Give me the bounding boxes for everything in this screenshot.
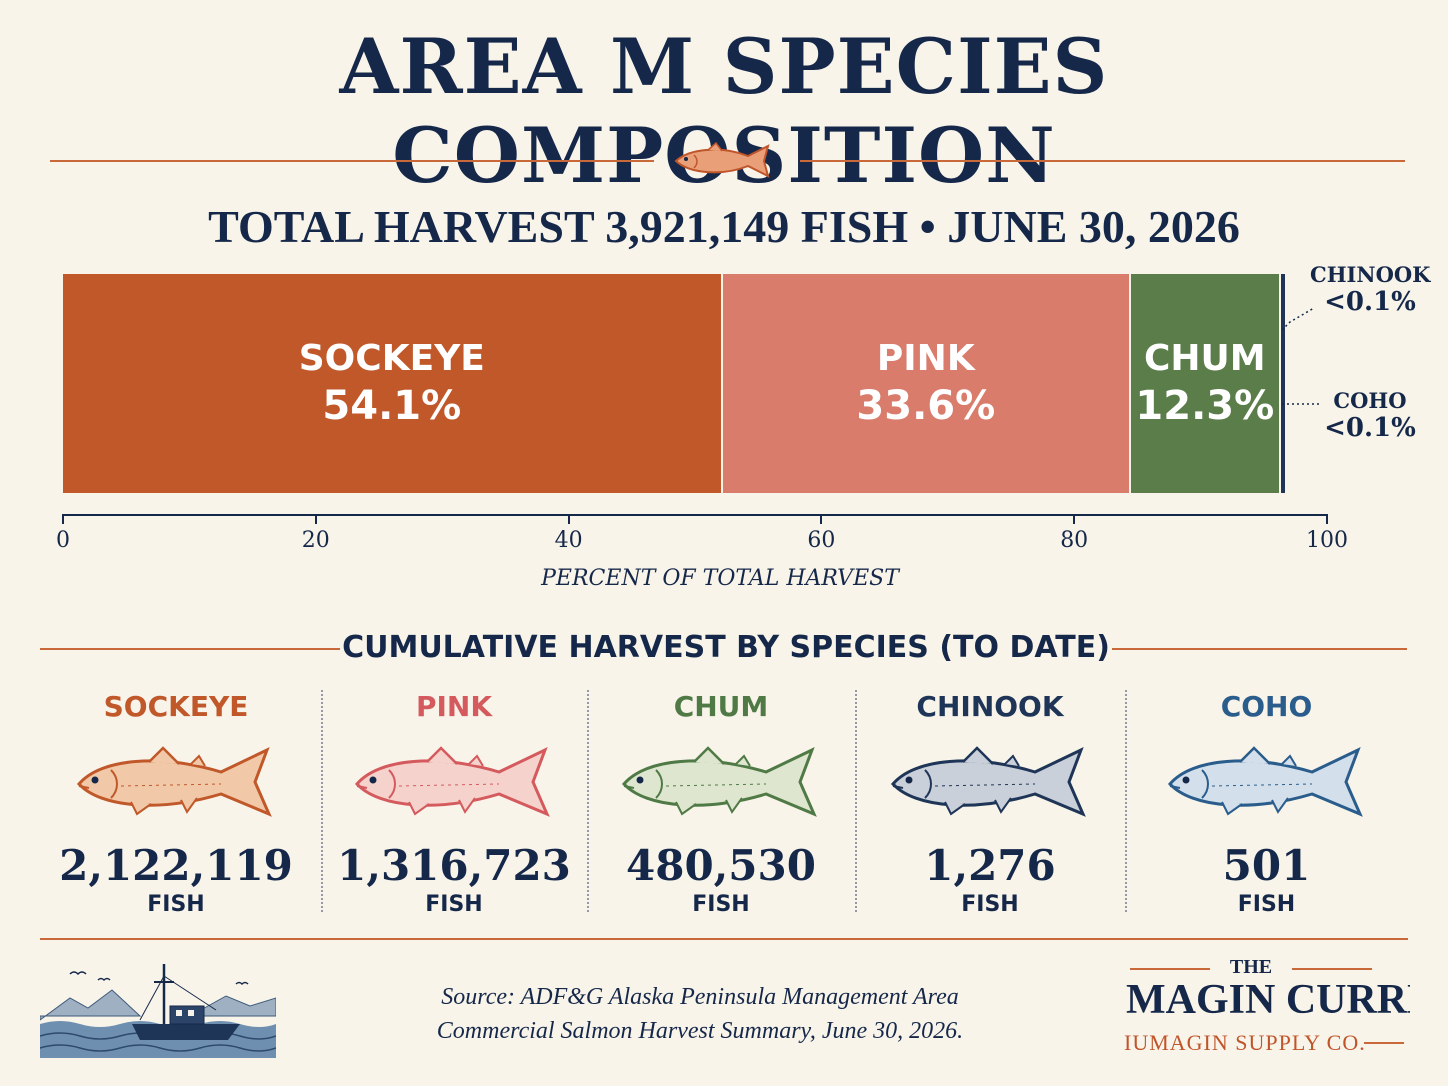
- species-count: 1,316,723: [337, 841, 571, 890]
- chart-title: TOTAL HARVEST 3,921,149 FISH • JUNE 30, …: [208, 201, 1240, 252]
- brand-the: THE: [1229, 956, 1273, 978]
- x-tick-mark: [1326, 514, 1328, 524]
- card-divider: [1125, 690, 1127, 912]
- brand-rule-left: [1130, 968, 1210, 970]
- segment-label-chum: CHUM: [1143, 337, 1266, 379]
- species-count: 2,122,119: [59, 841, 293, 890]
- species-card-sockeye: SOCKEYE 2,122,119 FISH: [42, 690, 310, 917]
- brand-subtitle: IUMAGIN SUPPLY CO.: [1124, 1030, 1366, 1055]
- callout-leaders: [1281, 307, 1322, 405]
- segment-value-chum: 12.3%: [1135, 382, 1275, 429]
- segment-label-sockeye: SOCKEYE: [298, 337, 485, 379]
- bar-segment-sockeye: SOCKEYE 54.1%: [63, 274, 721, 493]
- species-card-coho: COHO 501 FISH: [1125, 690, 1408, 917]
- footer-divider: [40, 938, 1408, 940]
- x-axis: 0 20 40 60 80 100: [56, 514, 1348, 574]
- chum-fish-icon: [587, 727, 855, 837]
- species-unit: FISH: [1237, 892, 1296, 917]
- segment-value-sockeye: 54.1%: [322, 382, 462, 429]
- species-name: SOCKEYE: [103, 690, 249, 723]
- section-divider-right: [1112, 648, 1407, 650]
- fishing-boat-illustration: [40, 958, 276, 1058]
- brand-logo: THE MAGIN CURRENT IUMAGIN SUPPLY CO.: [1120, 950, 1410, 1060]
- title-divider-left: [50, 160, 654, 162]
- segment-value-pink: 33.6%: [856, 382, 996, 429]
- pink-fish-icon: [321, 727, 587, 837]
- source-note: Source: ADF&G Alaska Peninsula Managemen…: [330, 980, 1070, 1048]
- species-unit: FISH: [961, 892, 1019, 917]
- card-divider: [587, 690, 589, 912]
- x-tick-mark: [567, 514, 570, 524]
- x-axis-line: [63, 514, 1327, 516]
- callout-chinook-name: CHINOOK: [1310, 262, 1431, 287]
- coho-fish-icon: [1125, 727, 1408, 837]
- callout-chinook-pct: <0.1%: [1324, 287, 1416, 317]
- section-title: CUMULATIVE HARVEST BY SPECIES (TO DATE): [342, 630, 1110, 665]
- card-divider: [855, 690, 857, 912]
- section-divider-left: [40, 648, 340, 650]
- species-count: 480,530: [626, 841, 816, 890]
- x-tick-label: 0: [56, 528, 70, 553]
- bar-segment-chinook: [1278, 274, 1285, 493]
- stacked-bar: SOCKEYE 54.1% PINK 33.6% CHUM 12.3%: [63, 274, 1287, 493]
- sockeye-fish-icon: [42, 727, 310, 837]
- x-axis-title: PERCENT OF TOTAL HARVEST: [541, 566, 899, 591]
- x-tick-mark: [820, 514, 823, 524]
- brand-name: MAGIN CURRENT: [1126, 977, 1410, 1023]
- callout-chinook: CHINOOK <0.1%: [1310, 262, 1430, 317]
- species-name: CHINOOK: [916, 690, 1064, 723]
- brand-rule-right: [1292, 968, 1372, 970]
- source-line-1: Source: ADF&G Alaska Peninsula Managemen…: [441, 984, 959, 1010]
- x-tick-label: 100: [1306, 528, 1348, 553]
- species-name: CHUM: [673, 690, 769, 723]
- bar-segment-chum: CHUM 12.3%: [1129, 274, 1279, 493]
- x-tick-label: 40: [554, 528, 583, 553]
- x-tick-label: 60: [807, 528, 836, 553]
- bar-segment-coho: [1284, 274, 1287, 493]
- x-tick-mark: [1073, 514, 1076, 524]
- species-card-pink: PINK 1,316,723 FISH: [321, 690, 587, 917]
- title-divider-right: [800, 160, 1405, 162]
- callout-coho-name: COHO: [1333, 388, 1407, 413]
- callout-coho-pct: <0.1%: [1324, 413, 1416, 443]
- x-tick-label: 80: [1060, 528, 1089, 553]
- species-card-chum: CHUM 480,530 FISH: [587, 690, 855, 917]
- species-unit: FISH: [692, 892, 750, 917]
- species-count: 1,276: [924, 841, 1056, 890]
- x-tick-label: 20: [301, 528, 330, 553]
- salmon-divider-icon: [674, 142, 770, 178]
- source-line-2: Commercial Salmon Harvest Summary, June …: [436, 1018, 964, 1044]
- card-divider: [321, 690, 323, 912]
- x-tick-mark: [314, 514, 317, 524]
- segment-label-pink: PINK: [876, 337, 975, 379]
- species-card-chinook: CHINOOK 1,276 FISH: [855, 690, 1125, 917]
- x-tick-mark: [62, 514, 64, 524]
- species-name: PINK: [415, 690, 493, 723]
- species-unit: FISH: [147, 892, 205, 917]
- callout-coho: COHO <0.1%: [1310, 388, 1430, 443]
- species-name: COHO: [1220, 690, 1313, 723]
- species-unit: FISH: [425, 892, 483, 917]
- species-count: 501: [1222, 841, 1311, 890]
- brand-rule-bottom: [1364, 1042, 1404, 1044]
- chinook-fish-icon: [855, 727, 1125, 837]
- bar-segment-pink: PINK 33.6%: [720, 274, 1130, 493]
